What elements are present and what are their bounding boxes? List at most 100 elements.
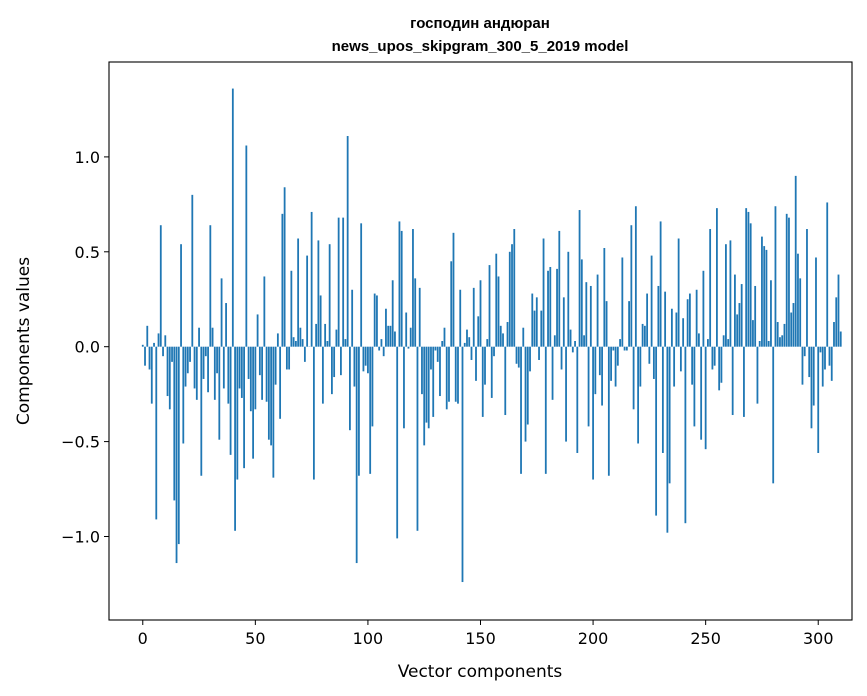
bar-112 xyxy=(394,331,396,347)
bar-260 xyxy=(727,339,730,347)
bar-144 xyxy=(466,329,468,347)
bar-238 xyxy=(677,238,680,347)
bar-3 xyxy=(148,346,151,370)
bar-251 xyxy=(707,339,709,347)
bar-26 xyxy=(200,346,203,476)
bar-75 xyxy=(310,211,313,347)
bar-116 xyxy=(403,346,405,429)
bar-240 xyxy=(682,318,685,347)
bar-189 xyxy=(567,251,570,347)
bar-268 xyxy=(745,208,748,347)
bar-50 xyxy=(254,346,257,410)
bar-301 xyxy=(819,346,822,353)
bar-178 xyxy=(542,238,545,347)
bar-220 xyxy=(637,346,640,444)
bar-93 xyxy=(351,289,354,347)
bar-219 xyxy=(634,206,637,347)
x-tick-label: 50 xyxy=(245,629,265,648)
bar-205 xyxy=(603,248,606,347)
bar-307 xyxy=(833,322,835,347)
bar-257 xyxy=(720,346,723,383)
bar-12 xyxy=(168,346,171,410)
bar-225 xyxy=(648,346,651,364)
bar-222 xyxy=(641,323,644,347)
bar-44 xyxy=(240,346,243,398)
bar-13 xyxy=(171,346,173,362)
bar-283 xyxy=(779,337,781,347)
bar-147 xyxy=(472,287,475,347)
bar-250 xyxy=(704,346,707,450)
y-tick-label: 0.5 xyxy=(75,243,100,262)
bar-67 xyxy=(292,337,295,347)
bar-30 xyxy=(209,225,212,347)
bar-132 xyxy=(439,346,441,397)
bar-211 xyxy=(616,346,619,366)
bar-165 xyxy=(513,229,516,347)
bar-81 xyxy=(324,323,327,347)
bar-295 xyxy=(806,229,808,347)
bar-91 xyxy=(346,136,349,347)
bar-107 xyxy=(382,346,385,357)
y-tick-label: 1.0 xyxy=(75,148,100,167)
bar-110 xyxy=(389,325,392,347)
bar-299 xyxy=(815,257,817,347)
bar-248 xyxy=(700,346,703,440)
bar-191 xyxy=(571,346,574,353)
bar-280 xyxy=(772,346,775,484)
bar-114 xyxy=(398,221,401,347)
y-axis-label: Components values xyxy=(14,257,34,425)
bar-230 xyxy=(659,221,662,347)
bar-269 xyxy=(747,211,750,347)
bar-302 xyxy=(821,346,824,387)
bar-207 xyxy=(607,346,610,476)
bar-190 xyxy=(569,329,572,347)
bar-136 xyxy=(448,346,450,402)
bar-308 xyxy=(835,297,838,347)
bar-274 xyxy=(758,341,761,347)
bar-237 xyxy=(675,312,678,347)
bar-72 xyxy=(303,346,306,362)
bar-158 xyxy=(497,276,500,347)
bar-156 xyxy=(493,346,495,357)
bar-157 xyxy=(495,253,498,347)
bar-294 xyxy=(803,346,806,357)
bar-60 xyxy=(276,333,279,347)
bar-284 xyxy=(781,335,784,347)
bar-310 xyxy=(839,331,842,347)
bar-297 xyxy=(810,346,813,429)
bar-78 xyxy=(317,240,320,347)
bar-210 xyxy=(614,346,617,387)
bar-155 xyxy=(490,346,493,398)
bar-293 xyxy=(801,346,804,385)
x-tick-label: 200 xyxy=(578,629,609,648)
bar-134 xyxy=(443,327,446,347)
bar-140 xyxy=(457,346,459,404)
bar-105 xyxy=(378,346,381,351)
bar-182 xyxy=(551,346,554,400)
bar-286 xyxy=(785,213,788,347)
bar-71 xyxy=(301,339,304,347)
bar-256 xyxy=(718,346,721,391)
bar-196 xyxy=(583,335,585,347)
bar-8 xyxy=(159,225,162,347)
bar-145 xyxy=(468,337,471,347)
bar-206 xyxy=(605,301,608,347)
x-axis: 0 50 100 150 200 250 300 xyxy=(138,620,834,648)
bar-214 xyxy=(623,346,626,351)
bar-252 xyxy=(709,229,712,347)
bar-0 xyxy=(141,344,144,347)
bar-121 xyxy=(414,278,417,347)
bars-group xyxy=(141,88,842,583)
bar-208 xyxy=(610,346,612,381)
bar-287 xyxy=(788,217,790,347)
bar-281 xyxy=(774,206,777,347)
bar-185 xyxy=(558,230,561,347)
bar-201 xyxy=(594,346,597,395)
bar-184 xyxy=(556,268,558,347)
bar-292 xyxy=(799,278,802,347)
bar-142 xyxy=(461,346,464,583)
bar-270 xyxy=(749,223,752,347)
bar-62 xyxy=(281,213,284,347)
bar-228 xyxy=(655,346,658,516)
bar-186 xyxy=(560,346,563,370)
